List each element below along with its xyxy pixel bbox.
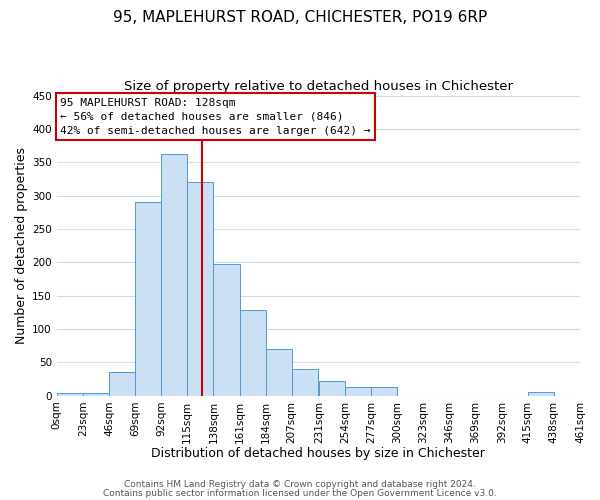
X-axis label: Distribution of detached houses by size in Chichester: Distribution of detached houses by size … [151,447,485,460]
Bar [319,381,345,396]
Bar [57,392,83,396]
Title: Size of property relative to detached houses in Chichester: Size of property relative to detached ho… [124,80,513,93]
Bar [239,310,266,396]
Bar [371,387,397,396]
Bar [83,392,109,396]
Bar [109,372,135,396]
Bar [266,349,292,396]
Bar [161,154,187,396]
Bar [187,182,214,396]
Bar [292,369,318,396]
Text: Contains HM Land Registry data © Crown copyright and database right 2024.: Contains HM Land Registry data © Crown c… [124,480,476,489]
Text: Contains public sector information licensed under the Open Government Licence v3: Contains public sector information licen… [103,488,497,498]
Text: 95, MAPLEHURST ROAD, CHICHESTER, PO19 6RP: 95, MAPLEHURST ROAD, CHICHESTER, PO19 6R… [113,10,487,25]
Bar [345,387,371,396]
Text: 95 MAPLEHURST ROAD: 128sqm
← 56% of detached houses are smaller (846)
42% of sem: 95 MAPLEHURST ROAD: 128sqm ← 56% of deta… [60,98,371,136]
Bar [135,202,161,396]
Bar [214,264,239,396]
Y-axis label: Number of detached properties: Number of detached properties [15,147,28,344]
Bar [528,392,554,396]
